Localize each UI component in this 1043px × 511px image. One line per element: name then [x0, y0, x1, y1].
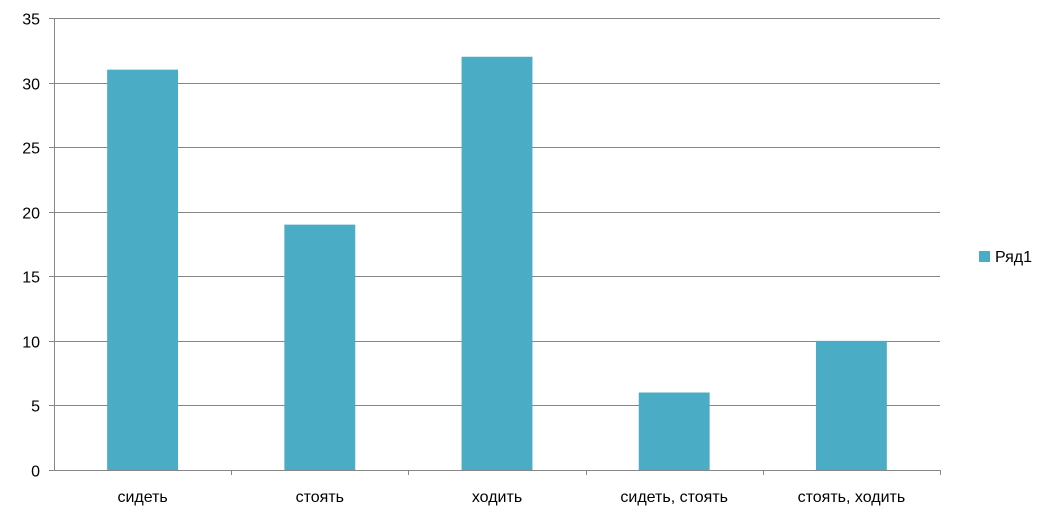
bar [815, 340, 887, 470]
legend: Ряд1 [979, 249, 1032, 266]
bars [107, 56, 887, 471]
y-tick-label: 0 [31, 464, 40, 481]
x-category-label: стоять, ходить [798, 489, 906, 506]
y-tick-label: 35 [22, 12, 40, 29]
bar [284, 224, 356, 470]
y-axis-tick-labels: 0 5 10 15 20 25 30 35 [22, 12, 40, 481]
legend-swatch [979, 251, 990, 262]
x-category-label: стоять [296, 489, 344, 506]
legend-label: Ряд1 [995, 249, 1032, 266]
x-axis-category-labels: сидеть стоять ходить сидеть, стоять стоять, … [117, 489, 905, 506]
bar [638, 392, 710, 470]
y-tick-label: 5 [31, 399, 40, 416]
axes [49, 18, 941, 475]
y-tick-label: 20 [22, 206, 40, 223]
y-tick-label: 10 [22, 335, 40, 352]
bar [107, 69, 179, 471]
y-tick-label: 30 [22, 77, 40, 94]
x-category-label: ходить [472, 489, 522, 506]
y-tick-label: 25 [22, 141, 40, 158]
x-category-label: сидеть [117, 489, 167, 506]
bar [461, 56, 533, 470]
x-category-label: сидеть, стоять [620, 489, 728, 506]
y-tick-label: 15 [22, 270, 40, 287]
